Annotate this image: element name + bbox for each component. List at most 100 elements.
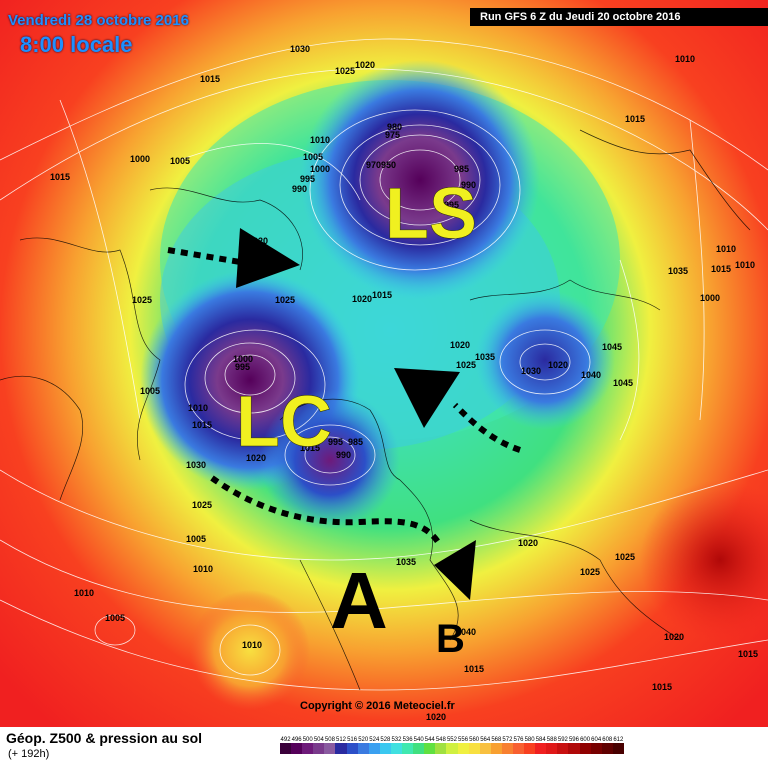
isobar-label: 1015 <box>372 290 392 300</box>
isobar-label: 1010 <box>74 588 94 598</box>
isobar-label: 1035 <box>396 557 416 567</box>
isobar-label: 1025 <box>335 66 355 76</box>
isobar-label: 990 <box>292 184 307 194</box>
isobar-label: 1020 <box>518 538 538 548</box>
color-legend: 492 496 500 504 508 512 516 520 524 528 532 536 540 5… <box>280 737 624 754</box>
legend-tick-label: 512 <box>336 737 347 743</box>
isobar-label: 1045 <box>602 342 622 352</box>
legend-tick-label: 572 <box>502 737 513 743</box>
legend-swatch <box>346 743 358 754</box>
isobar-label: 1005 <box>140 386 160 396</box>
legend-tick-label: 492 <box>280 737 291 743</box>
isobar-label: 995 <box>444 200 459 210</box>
isobar-label: 1015 <box>652 682 672 692</box>
legend-tick-label: 532 <box>391 737 402 743</box>
legend-tick-label: 544 <box>424 737 435 743</box>
arrow-heads <box>236 228 476 600</box>
isobar-label: 1020 <box>426 712 446 722</box>
legend-tick-label: 524 <box>369 737 380 743</box>
isobar-label: 1020 <box>664 632 684 642</box>
isobar-label: 1040 <box>456 627 476 637</box>
isobar-label: 985 <box>348 437 363 447</box>
isobar-label: 1015 <box>738 649 758 659</box>
isobar-label: 995 <box>235 362 250 372</box>
legend-tick-label: 596 <box>568 737 579 743</box>
isobar-label: 1025 <box>456 360 476 370</box>
isobar-label: 1025 <box>615 552 635 562</box>
isobar-label: 1035 <box>475 352 495 362</box>
legend-swatch <box>413 743 425 754</box>
legend-tick-label: 520 <box>358 737 369 743</box>
legend-tick-label: 584 <box>535 737 546 743</box>
isobar-label: 1030 <box>521 366 541 376</box>
map-svg: 1030 1025 1020 1010 1015 1015 1000 1005 … <box>0 0 768 727</box>
isobar-label: 1000 <box>233 354 253 364</box>
legend-tick-label: 608 <box>602 737 613 743</box>
isobar-label: 1010 <box>675 54 695 64</box>
legend-tick-label: 528 <box>380 737 391 743</box>
legend-swatch <box>424 743 436 754</box>
legend-swatch <box>546 743 558 754</box>
legend-swatch <box>302 743 314 754</box>
isobar-label: 1015 <box>625 114 645 124</box>
isobar-label: 1015 <box>200 74 220 84</box>
label-ls: LS <box>385 174 477 254</box>
legend-swatch <box>568 743 580 754</box>
legend-swatch <box>402 743 414 754</box>
legend-swatch <box>501 743 513 754</box>
isobar-lines <box>0 38 768 691</box>
label-lc: LC <box>236 382 332 462</box>
isobar-label: 1010 <box>310 135 330 145</box>
legend-ticks: 492 496 500 504 508 512 516 520 524 528 532 536 540 5… <box>280 737 624 743</box>
legend-tick-label: 496 <box>291 737 302 743</box>
trajectory-paths <box>167 247 521 547</box>
isobar-label: 1015 <box>192 420 212 430</box>
legend-swatch <box>457 743 469 754</box>
legend-tick-label: 504 <box>313 737 324 743</box>
map-title: Géop. Z500 & pression au sol <box>6 730 203 746</box>
legend-swatch <box>579 743 591 754</box>
isobar-label: 1025 <box>580 567 600 577</box>
isobar-label: 1005 <box>186 534 206 544</box>
legend-tick-label: 508 <box>324 737 335 743</box>
isobar-label: 1025 <box>192 500 212 510</box>
legend-tick-label: 540 <box>413 737 424 743</box>
legend-swatch <box>479 743 491 754</box>
isobar-label: 1020 <box>450 340 470 350</box>
label-a: A <box>330 556 388 645</box>
isobar-label: 985 <box>454 164 469 174</box>
legend-footer: Géop. Z500 & pression au sol (+ 192h) 49… <box>0 727 768 768</box>
isobar-label: 970 <box>366 160 381 170</box>
isobar-label: 1020 <box>548 360 568 370</box>
isobar-label: 1010 <box>735 260 755 270</box>
legend-swatch <box>335 743 347 754</box>
isobar-label: 1025 <box>132 295 152 305</box>
legend-swatch <box>368 743 380 754</box>
legend-swatch <box>468 743 480 754</box>
copyright: Copyright © 2016 Meteociel.fr <box>300 700 455 712</box>
legend-tick-label: 568 <box>491 737 502 743</box>
legend-tick-label: 552 <box>446 737 457 743</box>
isobar-label: 995 <box>328 437 343 447</box>
isobar-label: 1030 <box>290 44 310 54</box>
isobar-label: 1010 <box>242 640 262 650</box>
isobar-label: 1010 <box>193 564 213 574</box>
legend-tick-label: 580 <box>524 737 535 743</box>
legend-tick-label: 556 <box>458 737 469 743</box>
legend-swatch <box>557 743 569 754</box>
forecast-date: Vendredi 28 octobre 2016 <box>8 12 189 29</box>
legend-swatch <box>446 743 458 754</box>
arrow-head-west-icon <box>236 228 300 288</box>
isobar-label: 1005 <box>170 156 190 166</box>
isobar-label: 1040 <box>581 370 601 380</box>
isobar-label: 1030 <box>186 460 206 470</box>
isobar-label: 1025 <box>275 295 295 305</box>
isobar-label: 1000 <box>700 293 720 303</box>
isobar-label: 995 <box>300 174 315 184</box>
legend-swatch <box>291 743 303 754</box>
arrow-head-north-icon <box>394 368 460 428</box>
legend-swatch <box>535 743 547 754</box>
legend-tick-label: 516 <box>347 737 358 743</box>
legend-tick-label: 548 <box>435 737 446 743</box>
trajectory-arrow-east <box>452 402 521 453</box>
